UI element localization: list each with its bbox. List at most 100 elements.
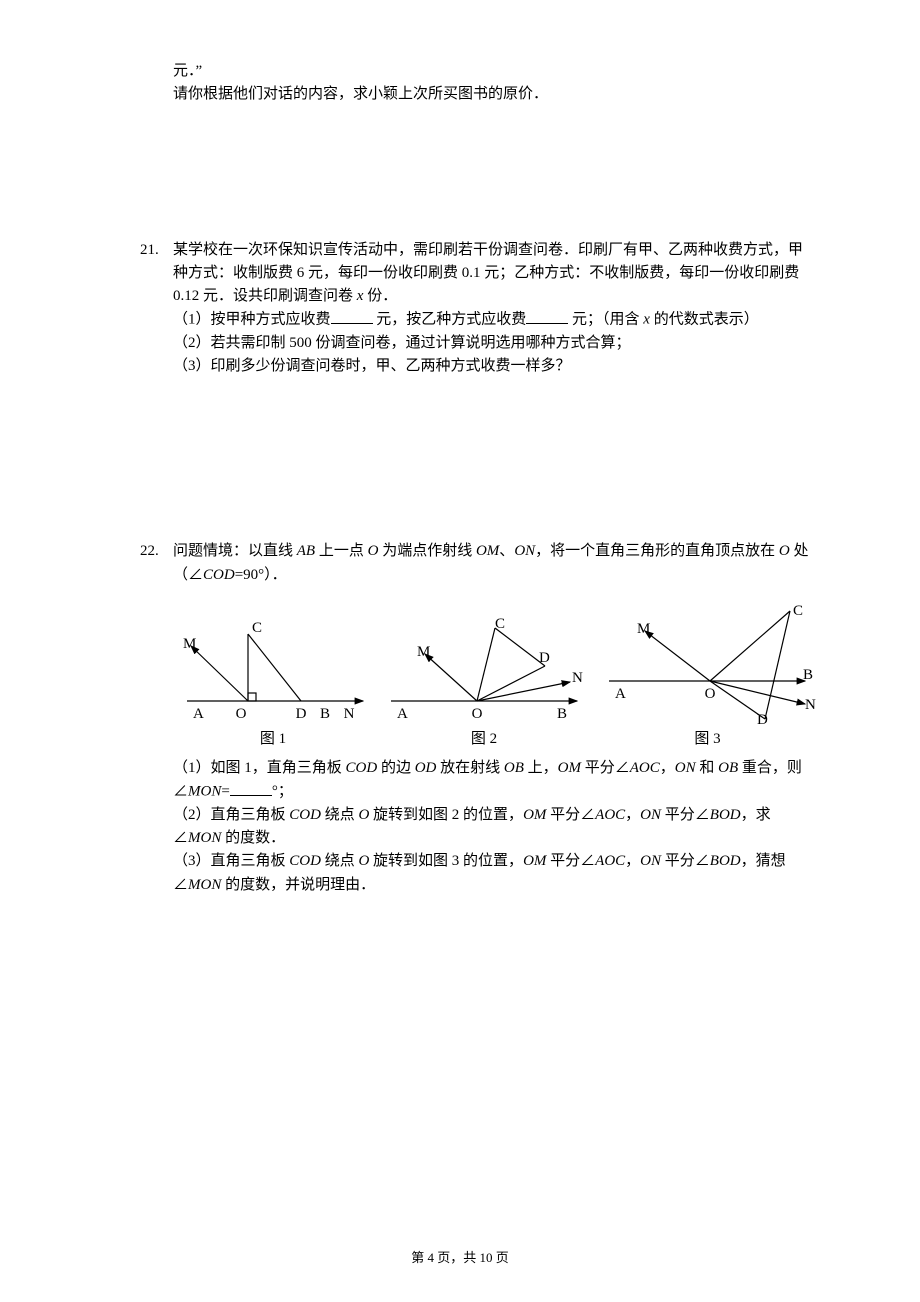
labels: M C A O D B N [183,620,355,722]
t: 为端点作射线 [378,543,476,559]
problem-21: 21. 某学校在一次环保知识宣传活动中，需印刷若干份调查问卷．印刷厂有甲、乙两种… [140,239,810,379]
text: 的代数式表示） [650,312,759,328]
t: ， [625,853,640,869]
lN: N [572,670,583,686]
v: MON [188,830,221,846]
t: 绕点 [321,853,359,869]
v: OM [558,760,581,776]
v: AB [297,543,315,559]
page-total: 10 [480,1250,493,1265]
lC: C [252,620,262,636]
v: COD [289,807,321,823]
t: 平分∠ [661,853,710,869]
v: AOC [595,807,625,823]
blank [331,308,373,323]
t: 旋转到如图 3 的位置， [369,853,523,869]
t: °； [272,784,293,800]
lD: D [296,706,307,722]
lD: D [539,650,550,666]
figure-3: M C A O B N D 图 3 [595,601,820,751]
lN: N [344,706,355,722]
v: MON [188,877,221,893]
v: OB [718,760,738,776]
lD: D [757,712,768,726]
lC: C [793,603,803,619]
text: （1）按甲种方式应收费 [173,312,331,328]
lO: O [705,686,716,702]
v: AOC [630,760,660,776]
figure-1-caption: 图 1 [173,728,373,751]
t: 旋转到如图 2 的位置， [369,807,523,823]
v: OM [523,807,546,823]
figure-3-caption: 图 3 [595,728,820,751]
t: 平分∠ [546,807,595,823]
v: COD [346,760,378,776]
figure-2-svg: M C D N A O B [377,616,592,726]
v: BOD [710,853,741,869]
t: ，将一个直角三角形的直角顶点放在 [535,543,779,559]
t: 第 [411,1250,427,1265]
page: 元．” 请你根据他们对话的内容，求小颖上次所买图书的原价． 21. 某学校在一次… [0,0,920,1302]
t: 页，共 [434,1250,480,1265]
q22-part2: （2）直角三角板 COD 绕点 O 旋转到如图 2 的位置，OM 平分∠AOC，… [173,804,810,851]
t: = [221,784,229,800]
v: COD [203,567,235,583]
figure-1: M C A O D B N 图 1 [173,616,373,751]
t: 上一点 [315,543,368,559]
text: 元；（用含 [568,312,643,328]
v: O [358,853,369,869]
q21-part2: （2）若共需印制 500 份调查问卷，通过计算说明选用哪种方式合算； [173,332,810,355]
t: （1）如图 1，直角三角板 [173,760,346,776]
v: OD [415,760,437,776]
v: ON [640,853,661,869]
spacer [140,384,810,534]
problem-body: 问题情境：以直线 AB 上一点 O 为端点作射线 OM、ON，将一个直角三角形的… [173,540,810,897]
q21-stem: 某学校在一次环保知识宣传活动中，需印刷若干份调查问卷．印刷厂有甲、乙两种收费方式… [173,242,803,305]
labels: M C A O B N D [615,603,816,726]
labels: M C D N A O B [397,616,583,722]
lB: B [803,667,813,683]
page-footer: 第 4 页，共 10 页 [0,1247,920,1266]
geom [187,634,363,701]
lA: A [397,706,408,722]
v: ON [640,807,661,823]
spacer [140,113,810,233]
problem-number: 21. [140,239,173,379]
figure-1-svg: M C A O D B N [173,616,373,726]
lN: N [805,697,816,713]
q21-part1: （1）按甲种方式应收费 元，按乙种方式应收费 元；（用含 x 的代数式表示） [173,308,810,332]
v: ON [675,760,696,776]
lA: A [193,706,204,722]
t: 的边 [377,760,415,776]
blank [230,780,272,795]
lM: M [637,621,650,637]
q22-part3: （3）直角三角板 COD 绕点 O 旋转到如图 3 的位置，OM 平分∠AOC，… [173,850,810,897]
t: 绕点 [321,807,359,823]
problem-22: 22. 问题情境：以直线 AB 上一点 O 为端点作射线 OM、ON，将一个直角… [140,540,810,897]
v: O [779,543,790,559]
v: COD [289,853,321,869]
v: ON [514,543,535,559]
v: OM [523,853,546,869]
text: 元，按乙种方式应收费 [373,312,527,328]
t: 平分∠ [581,760,630,776]
t: 页 [493,1250,509,1265]
figure-2: M C D N A O B 图 2 [377,616,592,751]
lC: C [495,616,505,632]
t: 的度数，并说明理由． [221,877,375,893]
frag-line1: 元．” [173,60,810,83]
t: 平分∠ [546,853,595,869]
t: ， [660,760,675,776]
figure-3-svg: M C A O B N D [595,601,820,726]
v: OM [476,543,499,559]
t: 上， [524,760,558,776]
q21-part3: （3）印刷多少份调查问卷时，甲、乙两种方式收费一样多？ [173,355,810,378]
t: ， [625,807,640,823]
var-x: x [643,312,650,328]
v: AOC [595,853,625,869]
v: BOD [710,807,741,823]
problem-number: 22. [140,540,173,897]
q22-part1: （1）如图 1，直角三角板 COD 的边 OD 放在射线 OB 上，OM 平分∠… [173,757,810,804]
lB: B [556,706,566,722]
figure-row: M C A O D B N 图 1 [173,601,820,751]
